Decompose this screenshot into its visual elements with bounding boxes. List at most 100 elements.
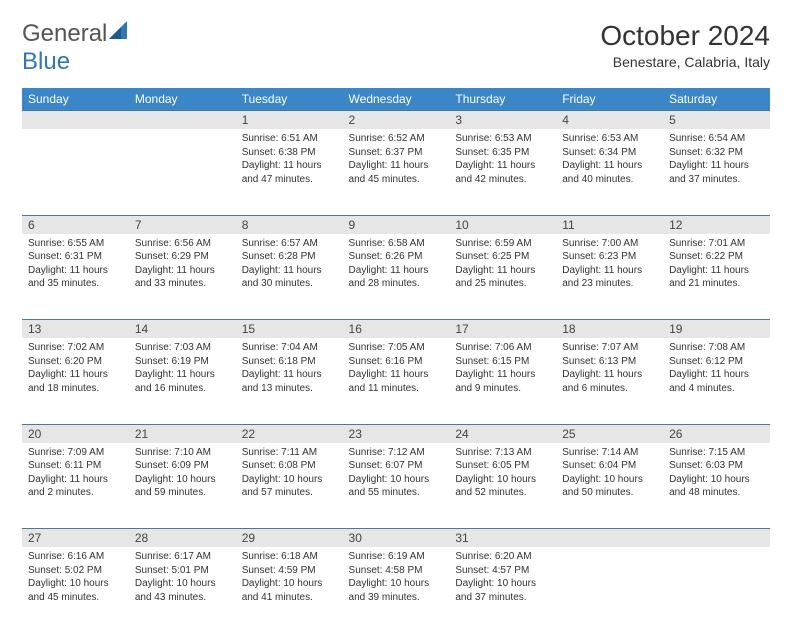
sunrise-line: Sunrise: 6:58 AM — [349, 237, 444, 251]
daynum-cell: 17 — [449, 320, 556, 339]
sunset-line: Sunset: 6:11 PM — [28, 459, 123, 473]
sunrise-line: Sunrise: 7:09 AM — [28, 446, 123, 460]
daynum-row: 13141516171819 — [22, 320, 770, 339]
daylight-line: and 48 minutes. — [669, 486, 764, 500]
day-cell: Sunrise: 7:10 AMSunset: 6:09 PMDaylight:… — [129, 443, 236, 529]
sunrise-line: Sunrise: 7:05 AM — [349, 341, 444, 355]
daylight-line: Daylight: 10 hours — [135, 473, 230, 487]
daynum-cell: 25 — [556, 424, 663, 443]
sunrise-line: Sunrise: 7:04 AM — [242, 341, 337, 355]
daylight-line: and 28 minutes. — [349, 277, 444, 291]
day-content: Sunrise: 7:04 AMSunset: 6:18 PMDaylight:… — [236, 338, 343, 399]
sunset-line: Sunset: 6:31 PM — [28, 250, 123, 264]
day-cell: Sunrise: 6:56 AMSunset: 6:29 PMDaylight:… — [129, 234, 236, 320]
daylight-line: and 57 minutes. — [242, 486, 337, 500]
sunset-line: Sunset: 6:22 PM — [669, 250, 764, 264]
sunrise-line: Sunrise: 7:00 AM — [562, 237, 657, 251]
sunrise-line: Sunrise: 6:20 AM — [455, 550, 550, 564]
daynum-cell: 8 — [236, 215, 343, 234]
sunset-line: Sunset: 6:28 PM — [242, 250, 337, 264]
daylight-line: Daylight: 11 hours — [669, 264, 764, 278]
daynum-cell — [663, 529, 770, 548]
day-number: 27 — [22, 529, 129, 547]
day-content: Sunrise: 7:07 AMSunset: 6:13 PMDaylight:… — [556, 338, 663, 399]
daynum-cell: 23 — [343, 424, 450, 443]
day-content: Sunrise: 7:02 AMSunset: 6:20 PMDaylight:… — [22, 338, 129, 399]
sunrise-line: Sunrise: 6:53 AM — [455, 132, 550, 146]
sunrise-line: Sunrise: 6:19 AM — [349, 550, 444, 564]
sunset-line: Sunset: 5:02 PM — [28, 564, 123, 578]
day-number: 8 — [236, 216, 343, 234]
week-row: Sunrise: 7:02 AMSunset: 6:20 PMDaylight:… — [22, 338, 770, 424]
daynum-cell: 18 — [556, 320, 663, 339]
sunset-line: Sunset: 6:12 PM — [669, 355, 764, 369]
week-row: Sunrise: 6:55 AMSunset: 6:31 PMDaylight:… — [22, 234, 770, 320]
sunset-line: Sunset: 6:15 PM — [455, 355, 550, 369]
sunrise-line: Sunrise: 6:18 AM — [242, 550, 337, 564]
daylight-line: Daylight: 11 hours — [242, 264, 337, 278]
day-content: Sunrise: 7:13 AMSunset: 6:05 PMDaylight:… — [449, 443, 556, 504]
daylight-line: and 9 minutes. — [455, 382, 550, 396]
sunrise-line: Sunrise: 7:03 AM — [135, 341, 230, 355]
day-content: Sunrise: 6:19 AMSunset: 4:58 PMDaylight:… — [343, 547, 450, 608]
day-number: 2 — [343, 111, 450, 129]
sunset-line: Sunset: 6:34 PM — [562, 146, 657, 160]
day-content: Sunrise: 7:09 AMSunset: 6:11 PMDaylight:… — [22, 443, 129, 504]
day-content: Sunrise: 6:56 AMSunset: 6:29 PMDaylight:… — [129, 234, 236, 295]
sunset-line: Sunset: 4:59 PM — [242, 564, 337, 578]
day-header: Wednesday — [343, 88, 450, 111]
daylight-line: and 13 minutes. — [242, 382, 337, 396]
day-cell — [22, 129, 129, 215]
sunrise-line: Sunrise: 6:54 AM — [669, 132, 764, 146]
daynum-cell: 4 — [556, 111, 663, 130]
daynum-cell: 7 — [129, 215, 236, 234]
day-content: Sunrise: 6:55 AMSunset: 6:31 PMDaylight:… — [22, 234, 129, 295]
daylight-line: Daylight: 11 hours — [562, 264, 657, 278]
daynum-cell: 16 — [343, 320, 450, 339]
location-label: Benestare, Calabria, Italy — [600, 54, 770, 70]
day-content: Sunrise: 7:05 AMSunset: 6:16 PMDaylight:… — [343, 338, 450, 399]
daylight-line: and 33 minutes. — [135, 277, 230, 291]
day-cell: Sunrise: 7:14 AMSunset: 6:04 PMDaylight:… — [556, 443, 663, 529]
sunrise-line: Sunrise: 6:52 AM — [349, 132, 444, 146]
daynum-cell: 1 — [236, 111, 343, 130]
day-number: 29 — [236, 529, 343, 547]
daylight-line: Daylight: 11 hours — [242, 159, 337, 173]
day-content: Sunrise: 6:20 AMSunset: 4:57 PMDaylight:… — [449, 547, 556, 608]
daynum-cell — [22, 111, 129, 130]
daynum-cell: 30 — [343, 529, 450, 548]
daynum-row: 2728293031 — [22, 529, 770, 548]
day-cell: Sunrise: 7:05 AMSunset: 6:16 PMDaylight:… — [343, 338, 450, 424]
day-header: Thursday — [449, 88, 556, 111]
sunset-line: Sunset: 6:37 PM — [349, 146, 444, 160]
sunrise-line: Sunrise: 7:11 AM — [242, 446, 337, 460]
daylight-line: Daylight: 11 hours — [669, 368, 764, 382]
day-cell: Sunrise: 7:11 AMSunset: 6:08 PMDaylight:… — [236, 443, 343, 529]
daylight-line: and 42 minutes. — [455, 173, 550, 187]
daylight-line: Daylight: 10 hours — [242, 473, 337, 487]
day-number: 1 — [236, 111, 343, 129]
day-number: 17 — [449, 320, 556, 338]
day-content: Sunrise: 6:53 AMSunset: 6:35 PMDaylight:… — [449, 129, 556, 190]
daynum-cell: 26 — [663, 424, 770, 443]
sunset-line: Sunset: 4:58 PM — [349, 564, 444, 578]
title-block: October 2024 Benestare, Calabria, Italy — [600, 20, 770, 70]
day-cell: Sunrise: 7:15 AMSunset: 6:03 PMDaylight:… — [663, 443, 770, 529]
day-content: Sunrise: 6:18 AMSunset: 4:59 PMDaylight:… — [236, 547, 343, 608]
day-number: 26 — [663, 425, 770, 443]
daylight-line: and 30 minutes. — [242, 277, 337, 291]
day-content: Sunrise: 7:06 AMSunset: 6:15 PMDaylight:… — [449, 338, 556, 399]
day-cell: Sunrise: 6:19 AMSunset: 4:58 PMDaylight:… — [343, 547, 450, 633]
daynum-cell: 12 — [663, 215, 770, 234]
daylight-line: and 37 minutes. — [455, 591, 550, 605]
sunrise-line: Sunrise: 7:12 AM — [349, 446, 444, 460]
sunset-line: Sunset: 6:07 PM — [349, 459, 444, 473]
day-number: 19 — [663, 320, 770, 338]
day-number: 10 — [449, 216, 556, 234]
sunset-line: Sunset: 6:08 PM — [242, 459, 337, 473]
sunrise-line: Sunrise: 7:15 AM — [669, 446, 764, 460]
day-number: 4 — [556, 111, 663, 129]
daylight-line: Daylight: 10 hours — [349, 577, 444, 591]
sunset-line: Sunset: 6:19 PM — [135, 355, 230, 369]
daynum-cell: 28 — [129, 529, 236, 548]
